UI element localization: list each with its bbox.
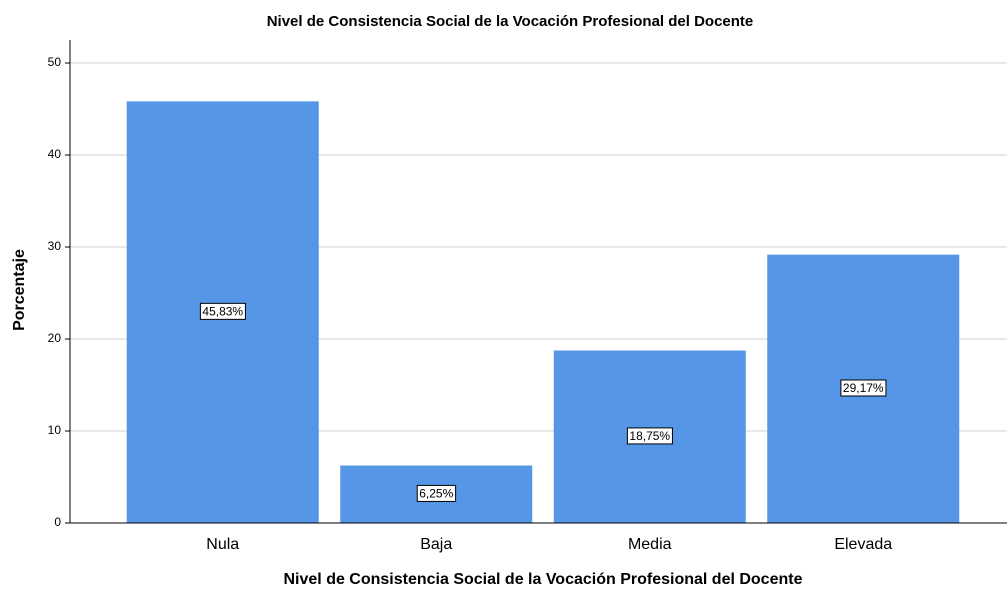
value-label: 18,75% <box>629 429 670 443</box>
y-tick-label: 40 <box>48 147 62 161</box>
value-label-box <box>199 302 246 320</box>
y-tick-label: 0 <box>54 515 61 529</box>
value-label: 6,25% <box>419 486 453 500</box>
value-label-box <box>416 484 457 502</box>
y-tick-label: 10 <box>48 423 62 437</box>
x-axis-label: Nivel de Consistencia Social de la Vocac… <box>284 571 803 588</box>
x-tick-label: Elevada <box>834 536 892 553</box>
x-tick-label: Media <box>628 536 672 553</box>
chart-title: Nivel de Consistencia Social de la Vocac… <box>267 13 754 30</box>
y-axis-label: Porcentaje <box>11 249 28 331</box>
y-tick-label: 50 <box>48 55 62 69</box>
y-tick-label: 30 <box>48 239 62 253</box>
value-label-box <box>840 379 887 397</box>
x-tick-label: Nula <box>206 536 239 553</box>
value-label-box <box>626 427 673 445</box>
value-label: 29,17% <box>843 381 884 395</box>
value-label: 45,83% <box>202 304 243 318</box>
y-tick-label: 20 <box>48 331 62 345</box>
x-tick-label: Baja <box>420 536 452 553</box>
